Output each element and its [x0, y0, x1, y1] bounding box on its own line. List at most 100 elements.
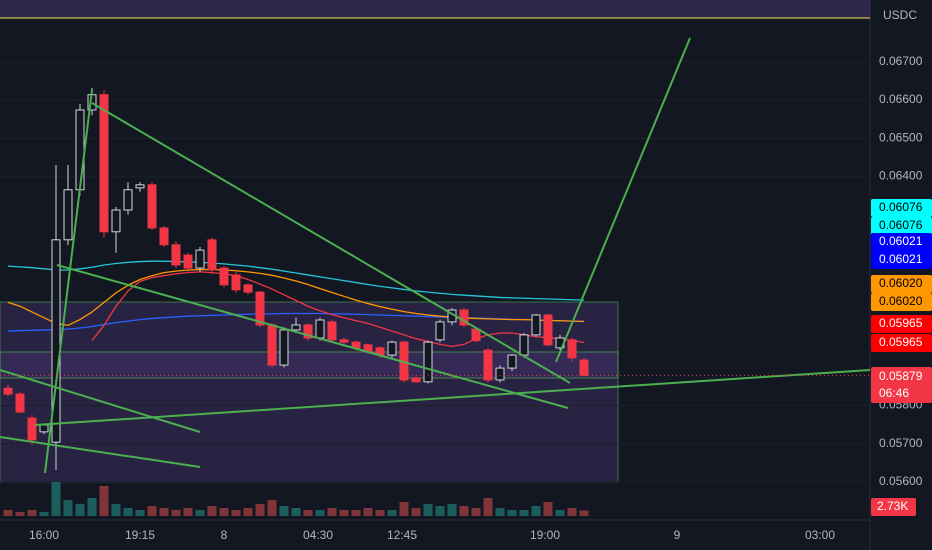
volume-bar [243, 508, 253, 516]
x-tick-label: 12:45 [387, 528, 417, 542]
candle-body [579, 359, 589, 376]
y-tick-label: 0.06600 [879, 92, 923, 106]
volume-bar [183, 508, 193, 516]
candle-body [75, 109, 85, 191]
volume-bar [3, 510, 13, 516]
volume-bar [519, 510, 529, 516]
zone [0, 0, 870, 18]
volume-bar [99, 486, 109, 516]
price-badge [871, 293, 932, 311]
candle-body [543, 314, 553, 346]
trendline [34, 369, 871, 426]
price-badge-label: 0.06020 [879, 294, 923, 308]
volume-bar [327, 508, 337, 516]
volume-bar [123, 508, 133, 516]
price-badge-label: 0.06021 [879, 234, 923, 248]
candle-body [135, 184, 145, 189]
trendline [91, 102, 571, 384]
candle-body [63, 189, 73, 241]
candle-body [231, 274, 241, 291]
volume-bar [555, 510, 565, 516]
candle-body [507, 354, 517, 369]
volume-bar [279, 506, 289, 516]
x-tick-label: 16:00 [29, 528, 59, 542]
candle-body [423, 341, 433, 383]
volume-bar [267, 500, 277, 516]
x-tick-label: 9 [674, 528, 681, 542]
volume-bar [543, 502, 553, 516]
candle-body [495, 367, 505, 381]
volume-bar [291, 508, 301, 516]
trendline [0, 436, 201, 468]
price-badge [871, 334, 932, 352]
trendline [0, 369, 201, 433]
volume-bar [579, 510, 589, 516]
candle-body [327, 321, 337, 341]
candle-body [159, 227, 169, 246]
volume-bar [351, 510, 361, 516]
moving-average [91, 271, 585, 347]
candle-body [195, 249, 205, 269]
candle-body [3, 387, 13, 395]
volume-bar [75, 504, 85, 516]
y-tick-label: 0.05700 [879, 436, 923, 450]
volume-bar [507, 510, 517, 516]
candle-body [255, 291, 265, 326]
candle-body [15, 393, 25, 413]
current-price-label: 0.05879 [879, 369, 923, 383]
trendline [555, 37, 691, 363]
volume-bar [483, 498, 493, 516]
price-badge-label: 0.06076 [879, 200, 923, 214]
candle-body [387, 341, 397, 356]
candle-body [39, 424, 49, 433]
candle-body [243, 284, 253, 293]
price-badge [871, 275, 932, 293]
volume-bar [399, 502, 409, 516]
volume-bar [303, 510, 313, 516]
x-tick-label: 19:00 [530, 528, 560, 542]
price-badge-label: 0.06020 [879, 276, 923, 290]
moving-average [7, 260, 585, 301]
volume-bar [171, 510, 181, 516]
y-tick-label: 0.06700 [879, 54, 923, 68]
volume-bar [135, 510, 145, 516]
candle-body [483, 349, 493, 381]
volume-bar [255, 504, 265, 516]
volume-badge [871, 498, 916, 516]
trendline [56, 264, 569, 409]
volume-bar [27, 510, 37, 516]
volume-bar [207, 506, 217, 516]
candle-body [111, 209, 121, 233]
price-badge [871, 315, 932, 333]
x-tick-label: 04:30 [303, 528, 333, 542]
volume-bar [219, 508, 229, 516]
x-tick-label: 03:00 [805, 528, 835, 542]
volume-bar [531, 506, 541, 516]
candle-body [207, 239, 217, 271]
candle-body [411, 377, 421, 383]
price-badge [871, 251, 932, 269]
candle-body [267, 324, 277, 366]
y-tick-label: 0.06500 [879, 130, 923, 144]
candle-body [567, 339, 577, 359]
volume-bar [411, 508, 421, 516]
candle-body [123, 189, 133, 211]
current-price-badge [871, 367, 932, 403]
volume-label: 2.73K [877, 499, 908, 513]
volume-bar [435, 506, 445, 516]
countdown-label: 06:46 [879, 386, 909, 400]
candle-body [27, 417, 37, 441]
candle-body [303, 324, 313, 339]
x-tick-label: 8 [221, 528, 228, 542]
volume-bar [39, 512, 49, 516]
price-badge [871, 233, 932, 251]
trendline [44, 89, 93, 474]
candle-body [147, 184, 157, 229]
price-badge [871, 199, 932, 217]
volume-bar [111, 504, 121, 516]
volume-bar [495, 508, 505, 516]
volume-bar [387, 510, 397, 516]
candle-body [51, 239, 61, 443]
